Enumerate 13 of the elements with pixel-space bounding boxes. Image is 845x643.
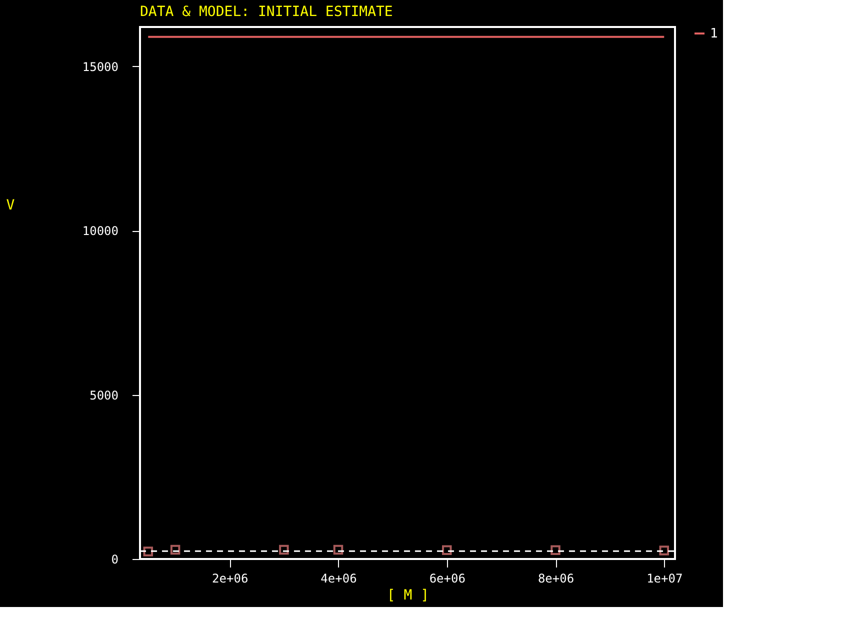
chart-title: DATA & MODEL: INITIAL ESTIMATE bbox=[140, 4, 393, 20]
y-tick-label: 5000 bbox=[90, 388, 118, 402]
y-tick-label: 10000 bbox=[82, 224, 118, 238]
x-tick-label: 8e+06 bbox=[538, 572, 574, 586]
y-axis-title: V bbox=[6, 198, 16, 214]
x-tick-label: 4e+06 bbox=[320, 572, 357, 586]
y-tick-label: 15000 bbox=[82, 60, 118, 74]
y-tick-label: 0 bbox=[111, 552, 118, 566]
x-tick-label: 6e+06 bbox=[429, 572, 466, 586]
x-tick-label: 2e+06 bbox=[212, 572, 248, 586]
x-axis-title: [ M ] bbox=[386, 588, 430, 604]
legend-label: 1 bbox=[710, 26, 718, 42]
x-tick-label: 1e+07 bbox=[646, 572, 683, 586]
